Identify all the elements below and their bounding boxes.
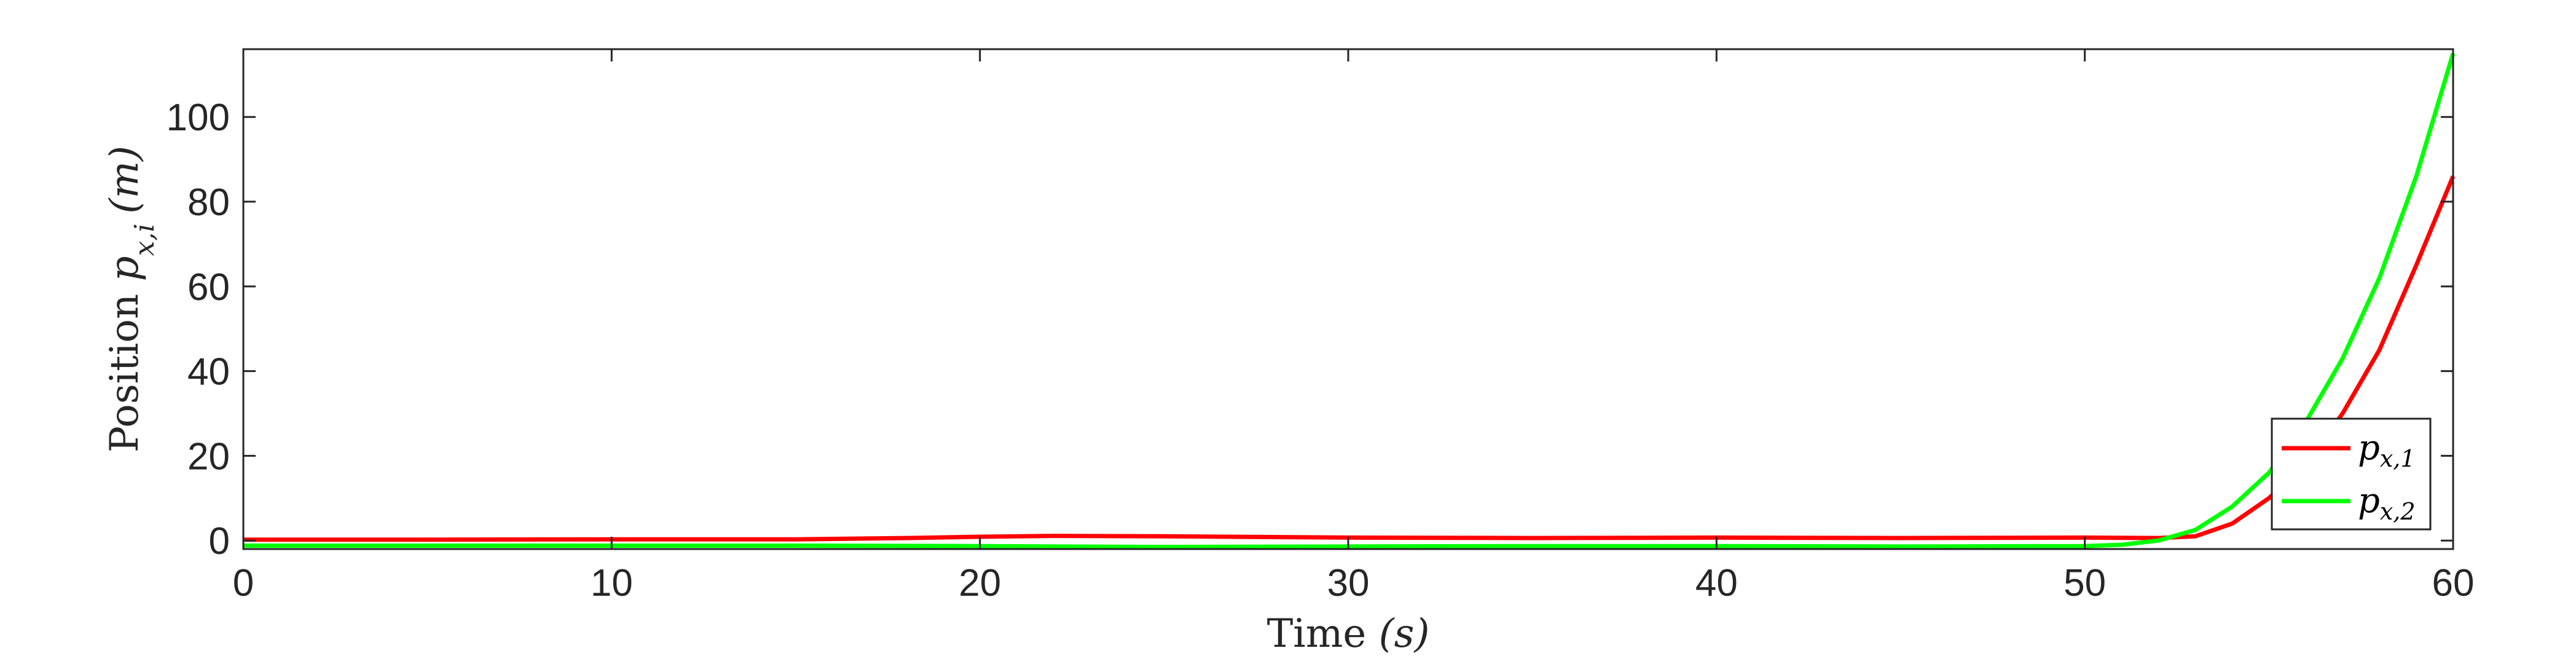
y-axis-title-sub: x,i xyxy=(129,224,160,256)
x-axis-title-text: Time xyxy=(1267,611,1379,657)
x-axis: 0 10 20 30 40 50 60 xyxy=(233,49,2475,604)
y-tick-label: 40 xyxy=(187,351,230,393)
y-axis-title: Position px,i (m) xyxy=(102,146,160,453)
x-axis-title: Time (s) xyxy=(1267,611,1430,657)
x-tick-label: 50 xyxy=(2064,562,2106,604)
legend-label: px,2 xyxy=(2358,481,2416,525)
y-tick-label: 80 xyxy=(187,181,230,224)
x-tick-label: 30 xyxy=(1327,562,1370,604)
y-axis-title-var: p xyxy=(102,256,147,281)
y-tick-label: 100 xyxy=(167,97,230,139)
y-axis: 0 20 40 60 80 100 xyxy=(167,97,2453,563)
x-tick-label: 20 xyxy=(959,562,1001,604)
x-tick-label: 10 xyxy=(591,562,633,604)
y-tick-label: 0 xyxy=(209,520,230,563)
x-tick-label: 60 xyxy=(2432,562,2475,604)
plot-area xyxy=(243,49,2453,549)
y-tick-label: 60 xyxy=(187,266,230,309)
x-axis-title-unit: (s) xyxy=(1379,611,1430,657)
y-tick-label: 20 xyxy=(187,435,230,478)
legend-label: px,1 xyxy=(2358,428,2416,472)
x-tick-label: 0 xyxy=(233,562,254,604)
x-tick-label: 40 xyxy=(1695,562,1738,604)
series-line-2 xyxy=(243,52,2456,550)
y-axis-title-unit: (m) xyxy=(102,146,147,214)
y-axis-title-text: Position xyxy=(102,281,147,453)
legend-box xyxy=(2271,417,2432,531)
legend: px,1 px,2 xyxy=(2271,417,2432,531)
